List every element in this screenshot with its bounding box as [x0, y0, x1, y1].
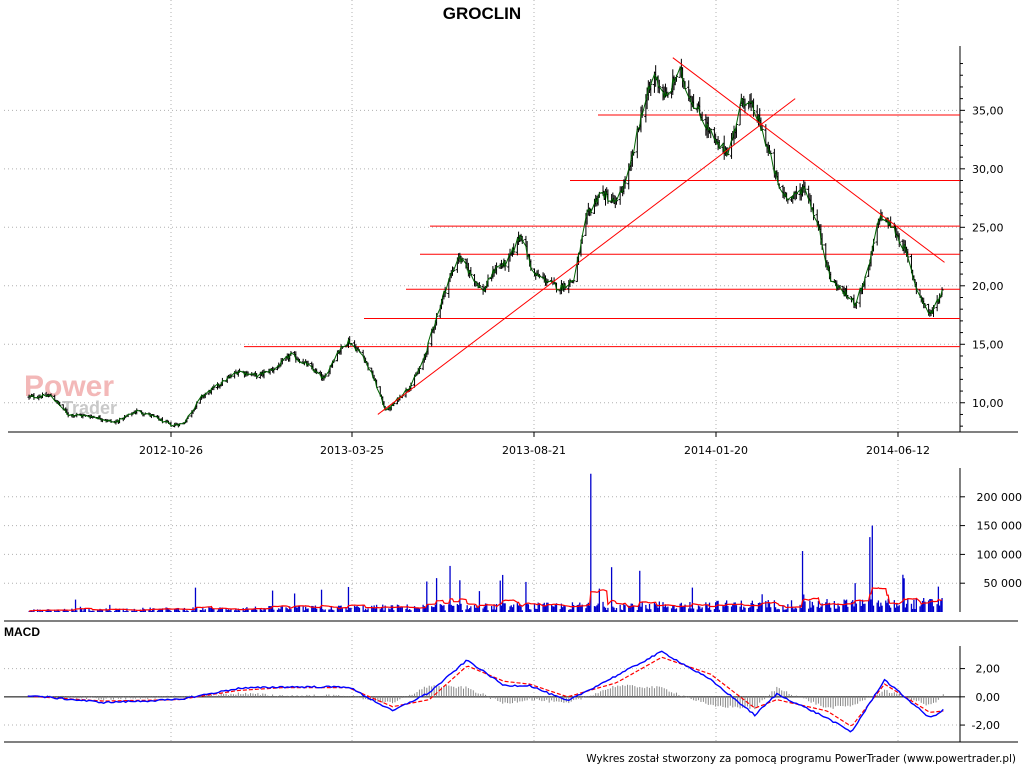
macd-y-tick-label: 2,00: [976, 663, 1001, 676]
price-y-tick-label: 15,00: [972, 338, 1004, 351]
price-x-tick-label: 2013-08-21: [502, 444, 566, 457]
macd-signal-line: [27, 656, 944, 727]
volume-y-tick-label: 150 000: [977, 520, 1023, 533]
price-x-tick-label: 2013-03-25: [320, 444, 384, 457]
macd-line: [27, 650, 944, 733]
falling-trendline: [672, 57, 945, 263]
volume-panel: 50 000 100 000 150 000 200 000: [4, 460, 1023, 622]
volume-y-tick-label: 100 000: [977, 548, 1023, 561]
rising-trendline: [377, 98, 796, 415]
watermark-line2: Trader: [62, 398, 117, 418]
volume-y-tick-label: 200 000: [977, 491, 1023, 504]
price-y-tick-label: 35,00: [972, 104, 1004, 117]
price-panel: 10,00 15,00 20,00 25,00 30,00 35,00 2012-10-26…: [4, 0, 1018, 457]
macd-panel: -2,00 0,00 2,00: [4, 632, 1018, 743]
powertrader-watermark: Power Trader: [24, 370, 117, 418]
chart-title: GROCLIN: [443, 4, 521, 23]
price-x-tick-label: 2012-10-26: [139, 444, 203, 457]
price-y-tick-label: 20,00: [972, 280, 1004, 293]
volume-y-tick-label: 50 000: [984, 577, 1023, 590]
volume-moving-average-line: [28, 587, 943, 612]
footer-credit: Wykres został stworzony za pomocą progra…: [586, 753, 1016, 765]
price-x-tick-label: 2014-06-12: [866, 444, 930, 457]
price-close-line: [28, 66, 943, 427]
macd-y-tick-label: -2,00: [972, 719, 1000, 732]
macd-panel-label: MACD: [4, 625, 40, 639]
price-y-tick-label: 10,00: [972, 397, 1004, 410]
price-y-tick-label: 30,00: [972, 163, 1004, 176]
price-y-tick-label: 25,00: [972, 221, 1004, 234]
macd-y-tick-label: 0,00: [976, 691, 1001, 704]
price-x-tick-label: 2014-01-20: [684, 444, 748, 457]
